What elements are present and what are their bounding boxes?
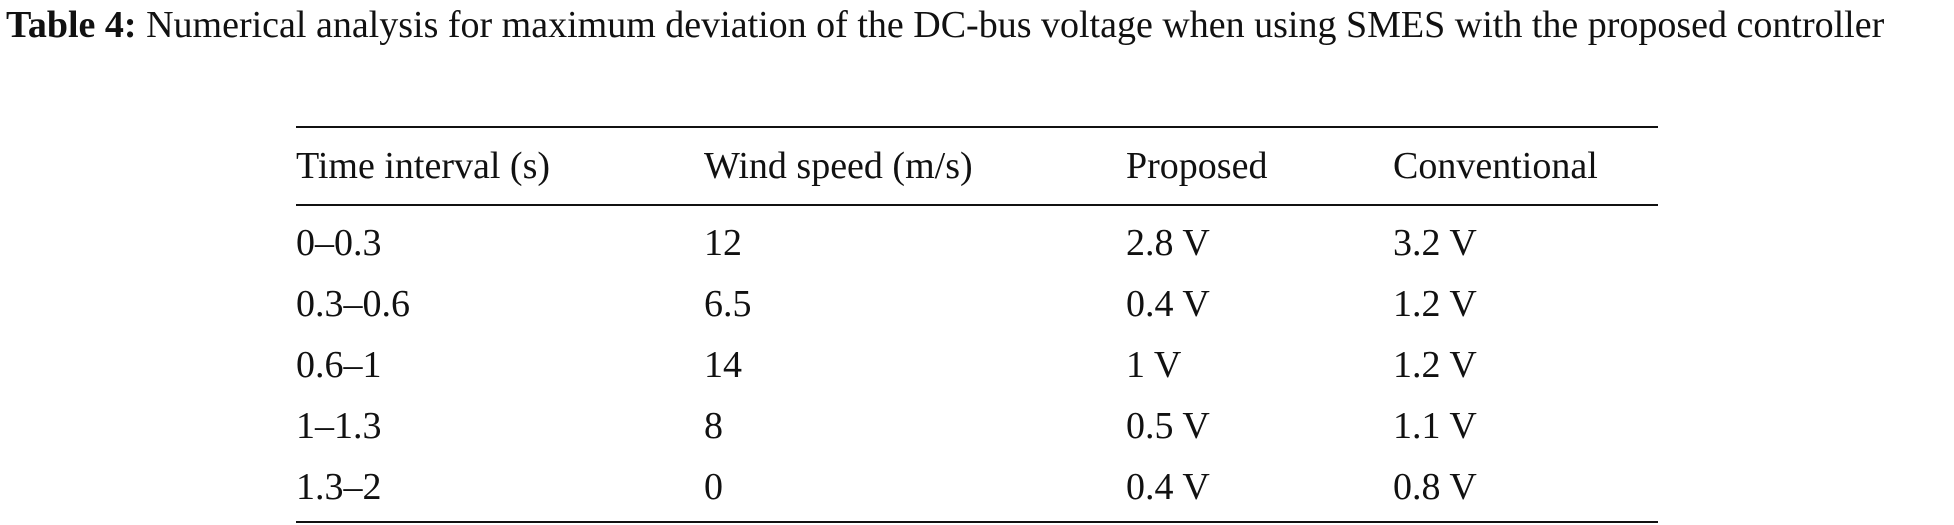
cell-conventional: 1.1 V — [1393, 404, 1477, 447]
cell-conventional: 1.2 V — [1393, 343, 1477, 386]
header-time-interval: Time interval (s) — [296, 145, 551, 187]
table-caption-label: Table 4: — [6, 4, 137, 46]
table-caption-text: Numerical analysis for maximum deviation… — [146, 4, 1885, 46]
table-row: 0.6–1 14 1 V 1.2 V — [296, 334, 1658, 395]
cell-time-interval: 0.6–1 — [296, 343, 382, 386]
cell-wind-speed: 14 — [704, 343, 742, 386]
cell-proposed: 2.8 V — [1126, 221, 1210, 264]
cell-conventional: 1.2 V — [1393, 282, 1477, 325]
cell-time-interval: 0.3–0.6 — [296, 282, 410, 325]
cell-time-interval: 1.3–2 — [296, 465, 382, 508]
table-row: 0.3–0.6 6.5 0.4 V 1.2 V — [296, 273, 1658, 334]
table-row: 1.3–2 0 0.4 V 0.8 V — [296, 456, 1658, 517]
cell-wind-speed: 12 — [704, 221, 742, 264]
cell-proposed: 1 V — [1126, 343, 1182, 386]
data-table: Time interval (s) Wind speed (m/s) Propo… — [296, 126, 1658, 523]
header-proposed: Proposed — [1126, 145, 1268, 187]
table-header-row: Time interval (s) Wind speed (m/s) Propo… — [296, 128, 1658, 204]
cell-time-interval: 1–1.3 — [296, 404, 382, 447]
cell-time-interval: 0–0.3 — [296, 221, 382, 264]
header-conventional: Conventional — [1393, 145, 1598, 187]
table-row: 1–1.3 8 0.5 V 1.1 V — [296, 395, 1658, 456]
cell-proposed: 0.4 V — [1126, 465, 1210, 508]
cell-proposed: 0.5 V — [1126, 404, 1210, 447]
table-row: 0–0.3 12 2.8 V 3.2 V — [296, 212, 1658, 273]
table-header-rule — [296, 204, 1658, 206]
cell-conventional: 3.2 V — [1393, 221, 1477, 264]
cell-proposed: 0.4 V — [1126, 282, 1210, 325]
table-top-rule — [296, 126, 1658, 128]
cell-wind-speed: 6.5 — [704, 282, 752, 325]
cell-wind-speed: 8 — [704, 404, 723, 447]
table-bottom-rule — [296, 521, 1658, 523]
table-caption: Table 4: Numerical analysis for maximum … — [6, 2, 1946, 49]
table-body: 0–0.3 12 2.8 V 3.2 V 0.3–0.6 6.5 0.4 V 1… — [296, 206, 1658, 521]
cell-conventional: 0.8 V — [1393, 465, 1477, 508]
header-wind-speed: Wind speed (m/s) — [704, 145, 973, 187]
cell-wind-speed: 0 — [704, 465, 723, 508]
